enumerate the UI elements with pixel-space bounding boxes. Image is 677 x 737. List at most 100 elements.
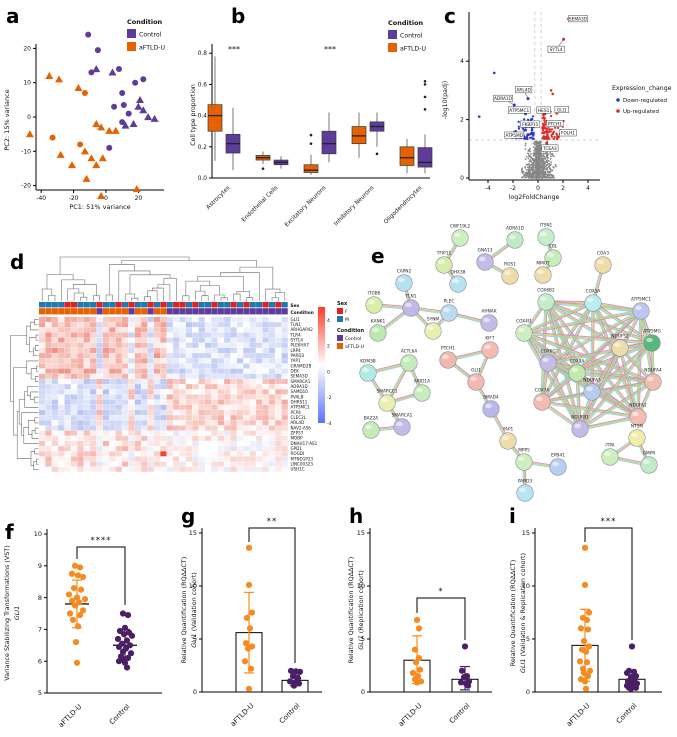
svg-text:20: 20 bbox=[135, 195, 143, 202]
svg-text:MTND1P23: MTND1P23 bbox=[291, 456, 314, 461]
svg-text:PC2: 15% variance: PC2: 15% variance bbox=[3, 89, 11, 150]
svg-text:KIF7: KIF7 bbox=[485, 336, 495, 342]
panel-g-svg: 0 5 10 15 Relative Quantification (RQΔΔCT) GL… bbox=[180, 517, 322, 728]
svg-text:0: 0 bbox=[27, 114, 31, 121]
svg-text:-20: -20 bbox=[69, 195, 79, 202]
svg-text:GNA13: GNA13 bbox=[478, 248, 493, 254]
svg-text:aFTLD-U: aFTLD-U bbox=[139, 45, 165, 52]
svg-text:YAP1: YAP1 bbox=[502, 427, 514, 433]
svg-text:ADRA1D: ADRA1D bbox=[291, 384, 308, 389]
svg-text:5: 5 bbox=[193, 635, 197, 643]
svg-text:TFIP11: TFIP11 bbox=[436, 251, 452, 257]
svg-text:-4: -4 bbox=[485, 185, 491, 192]
svg-text:Condition: Condition bbox=[291, 310, 314, 316]
svg-text:MPP5: MPP5 bbox=[518, 448, 530, 454]
svg-text:2: 2 bbox=[561, 185, 565, 192]
panel-b-label: b bbox=[231, 4, 246, 28]
svg-text:BAZ2A: BAZ2A bbox=[364, 416, 379, 422]
svg-text:aFTLD-U: aFTLD-U bbox=[565, 702, 591, 728]
svg-text:ADRA1D: ADRA1D bbox=[506, 226, 525, 232]
svg-text:GLI1: GLI1 bbox=[471, 368, 481, 374]
svg-text:GLI1: GLI1 bbox=[557, 107, 567, 113]
svg-text:COX4I1: COX4I1 bbox=[516, 319, 532, 325]
svg-text:CWF19L2: CWF19L2 bbox=[450, 224, 471, 230]
svg-text:Down-regulated: Down-regulated bbox=[623, 98, 667, 104]
panel-i-svg: 0 5 10 15 Relative Quantification (RQΔΔCT) GL… bbox=[509, 517, 662, 728]
svg-text:0: 0 bbox=[526, 688, 530, 696]
svg-text:0: 0 bbox=[104, 195, 108, 202]
svg-text:GRAMD2B: GRAMD2B bbox=[291, 363, 312, 368]
svg-text:PLEKHA7: PLEKHA7 bbox=[291, 343, 310, 348]
svg-text:log2FoldChange: log2FoldChange bbox=[509, 194, 560, 201]
svg-text:***: *** bbox=[228, 45, 240, 54]
svg-text:-2: -2 bbox=[510, 185, 516, 192]
svg-text:ATP5MD: ATP5MD bbox=[505, 133, 523, 139]
panel-d-label: d bbox=[10, 250, 25, 274]
svg-text:Control: Control bbox=[448, 702, 472, 726]
svg-text:***: *** bbox=[324, 45, 336, 54]
svg-text:ATP5MC1: ATP5MC1 bbox=[291, 405, 310, 410]
svg-text:CLEC2L: CLEC2L bbox=[291, 415, 307, 420]
svg-text:GLI1: GLI1 bbox=[291, 317, 301, 322]
svg-text:9: 9 bbox=[38, 562, 42, 570]
panel-e-label: e bbox=[371, 244, 385, 268]
svg-text:20: 20 bbox=[23, 45, 31, 52]
svg-text:GLI1: GLI1 bbox=[13, 606, 21, 620]
svg-text:TCEA3: TCEA3 bbox=[542, 146, 557, 152]
svg-text:KANK1: KANK1 bbox=[371, 319, 386, 325]
svg-text:NDUFS2: NDUFS2 bbox=[611, 334, 629, 340]
svg-text:aFTLD-U: aFTLD-U bbox=[345, 344, 364, 350]
svg-text:ITPA: ITPA bbox=[605, 443, 614, 449]
svg-text:Sex: Sex bbox=[291, 303, 300, 309]
svg-text:M: M bbox=[345, 317, 349, 323]
svg-text:Up-regulated: Up-regulated bbox=[623, 109, 659, 115]
svg-text:SYTL4: SYTL4 bbox=[291, 338, 304, 343]
svg-text:****: **** bbox=[91, 536, 112, 546]
svg-text:SEMA3D: SEMA3D bbox=[291, 374, 308, 379]
svg-text:GLI1 (Validation cohort): GLI1 (Validation cohort) bbox=[190, 572, 198, 648]
svg-text:ATP5MC1: ATP5MC1 bbox=[509, 108, 529, 114]
svg-text:**: ** bbox=[267, 517, 278, 527]
svg-text:SYTL4: SYTL4 bbox=[550, 47, 563, 53]
svg-text:ITGB6: ITGB6 bbox=[368, 291, 381, 297]
svg-text:SAMD10: SAMD10 bbox=[291, 389, 309, 394]
svg-text:0.6: 0.6 bbox=[198, 82, 208, 88]
svg-text:AHNAK: AHNAK bbox=[481, 309, 496, 315]
svg-text:COX8A: COX8A bbox=[570, 359, 585, 365]
svg-text:LRP4: LRP4 bbox=[291, 348, 302, 353]
svg-text:PVALB: PVALB bbox=[291, 394, 304, 399]
svg-text:RGS1: RGS1 bbox=[504, 262, 516, 268]
svg-text:5: 5 bbox=[361, 635, 365, 643]
svg-text:GMPR: GMPR bbox=[643, 451, 656, 457]
svg-text:7: 7 bbox=[38, 626, 42, 634]
svg-text:PLEC: PLEC bbox=[444, 299, 455, 305]
panel-f-svg: 5 6 7 8 9 10 Variance Stabilizing Transformati… bbox=[3, 529, 162, 729]
svg-text:Relative Quantification (RQΔΔC: Relative Quantification (RQΔΔCT) bbox=[347, 557, 355, 663]
svg-text:YAP1: YAP1 bbox=[290, 358, 301, 363]
svg-text:COX6B2: COX6B2 bbox=[537, 288, 555, 294]
svg-text:KDM3B: KDM3B bbox=[360, 359, 376, 365]
svg-text:***: *** bbox=[601, 517, 617, 527]
svg-text:-log10(padj): -log10(padj) bbox=[442, 81, 449, 119]
svg-text:TLN1: TLN1 bbox=[405, 294, 417, 300]
svg-text:4: 4 bbox=[327, 318, 330, 324]
svg-text:CBL: CBL bbox=[549, 244, 558, 250]
svg-text:6: 6 bbox=[38, 657, 42, 665]
svg-text:ITSN1: ITSN1 bbox=[540, 223, 553, 229]
svg-text:-4: -4 bbox=[327, 421, 332, 427]
svg-text:*: * bbox=[438, 587, 443, 597]
svg-text:PARD3: PARD3 bbox=[518, 479, 533, 485]
svg-text:DEK: DEK bbox=[291, 369, 300, 374]
svg-text:ATP5MC1: ATP5MC1 bbox=[631, 297, 651, 303]
svg-text:COX7A: COX7A bbox=[535, 388, 550, 394]
svg-text:0: 0 bbox=[327, 369, 330, 375]
svg-text:2: 2 bbox=[327, 344, 330, 350]
svg-text:FOLH1: FOLH1 bbox=[561, 131, 575, 137]
svg-text:ZFP57: ZFP57 bbox=[291, 431, 304, 436]
svg-text:ACTL6A: ACTL6A bbox=[401, 349, 418, 355]
svg-text:PCP4: PCP4 bbox=[291, 410, 302, 415]
svg-text:GLI1 (Validation & Replication: GLI1 (Validation & Replication cohort) bbox=[519, 553, 527, 673]
svg-text:ROGDI: ROGDI bbox=[291, 451, 305, 456]
